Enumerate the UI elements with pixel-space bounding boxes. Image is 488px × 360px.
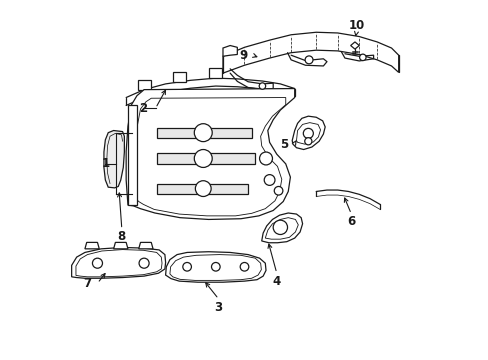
Polygon shape [135,98,285,216]
Text: 8: 8 [118,230,126,243]
Text: 1: 1 [101,157,109,170]
Polygon shape [223,45,237,56]
Circle shape [359,54,366,60]
Polygon shape [156,128,251,138]
Circle shape [211,262,220,271]
Circle shape [304,138,311,145]
Circle shape [139,258,149,268]
Text: 3: 3 [214,301,223,314]
Polygon shape [85,242,99,249]
Circle shape [194,149,212,167]
Polygon shape [72,247,165,278]
Polygon shape [265,218,298,239]
Text: 9: 9 [239,49,247,62]
Polygon shape [173,72,186,82]
Polygon shape [128,105,137,205]
Circle shape [194,124,212,141]
Circle shape [264,175,274,185]
Text: 2: 2 [139,102,147,115]
Polygon shape [139,242,153,249]
Polygon shape [76,249,162,277]
Text: 6: 6 [346,215,355,228]
Polygon shape [156,153,255,164]
Polygon shape [156,184,247,194]
Circle shape [259,152,272,165]
Circle shape [259,83,265,89]
Circle shape [240,262,248,271]
Polygon shape [209,68,222,78]
Polygon shape [137,80,150,90]
Circle shape [303,129,313,138]
Circle shape [195,181,211,197]
Polygon shape [104,131,124,188]
Polygon shape [126,89,294,220]
Polygon shape [261,213,302,243]
Polygon shape [292,116,325,149]
Text: 10: 10 [347,19,364,32]
Circle shape [183,262,191,271]
Text: 4: 4 [272,275,280,288]
Text: 7: 7 [83,277,91,290]
Circle shape [273,220,287,234]
Circle shape [305,56,312,64]
Circle shape [274,186,282,195]
Circle shape [92,258,102,268]
Polygon shape [296,123,320,144]
Polygon shape [350,42,359,49]
Polygon shape [169,255,261,280]
Polygon shape [223,32,398,73]
Text: 5: 5 [280,138,288,150]
Polygon shape [165,252,265,282]
Polygon shape [113,242,128,249]
